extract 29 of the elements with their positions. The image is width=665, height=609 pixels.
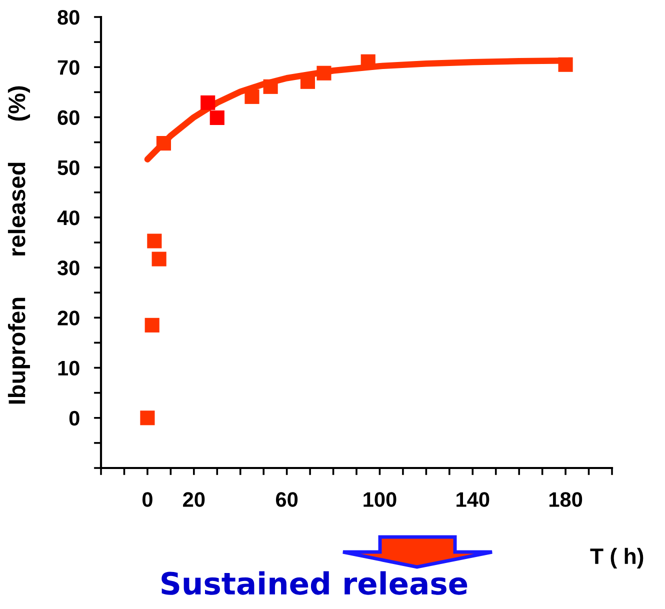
point (152, 252, 166, 266)
point (200, 95, 216, 110)
x-tick-label: 140 (456, 492, 490, 507)
y-tick-label: 70 (58, 60, 80, 75)
point (263, 79, 278, 94)
y-tick-label: 30 (57, 260, 80, 276)
y-tick-label: 50 (58, 160, 80, 176)
point (558, 57, 573, 72)
y-tick-label: 10 (58, 360, 80, 376)
x-tick-label: 20 (183, 492, 205, 507)
x-tick-label: 180 (549, 492, 582, 507)
text: Sustained release (162, 571, 468, 595)
point (316, 66, 332, 80)
y-tick-label: 0 (69, 410, 80, 426)
point (210, 110, 224, 126)
y-tick-label: 20 (58, 310, 80, 326)
y-axis-title: Ibuprofen released (%) (8, 86, 30, 404)
point (156, 136, 171, 151)
point (144, 318, 160, 332)
x-tick-label: 0 (142, 492, 152, 507)
point (140, 410, 155, 426)
y-tick-label: 40 (57, 210, 80, 226)
y-tick-label: 80 (58, 10, 80, 25)
x-axis-title: T ( h) (590, 548, 644, 569)
x-tick-label: 60 (276, 492, 298, 507)
y-tick-label: 60 (58, 110, 80, 125)
point (244, 89, 260, 104)
x-tick-label: 100 (364, 492, 396, 507)
point (147, 234, 162, 248)
